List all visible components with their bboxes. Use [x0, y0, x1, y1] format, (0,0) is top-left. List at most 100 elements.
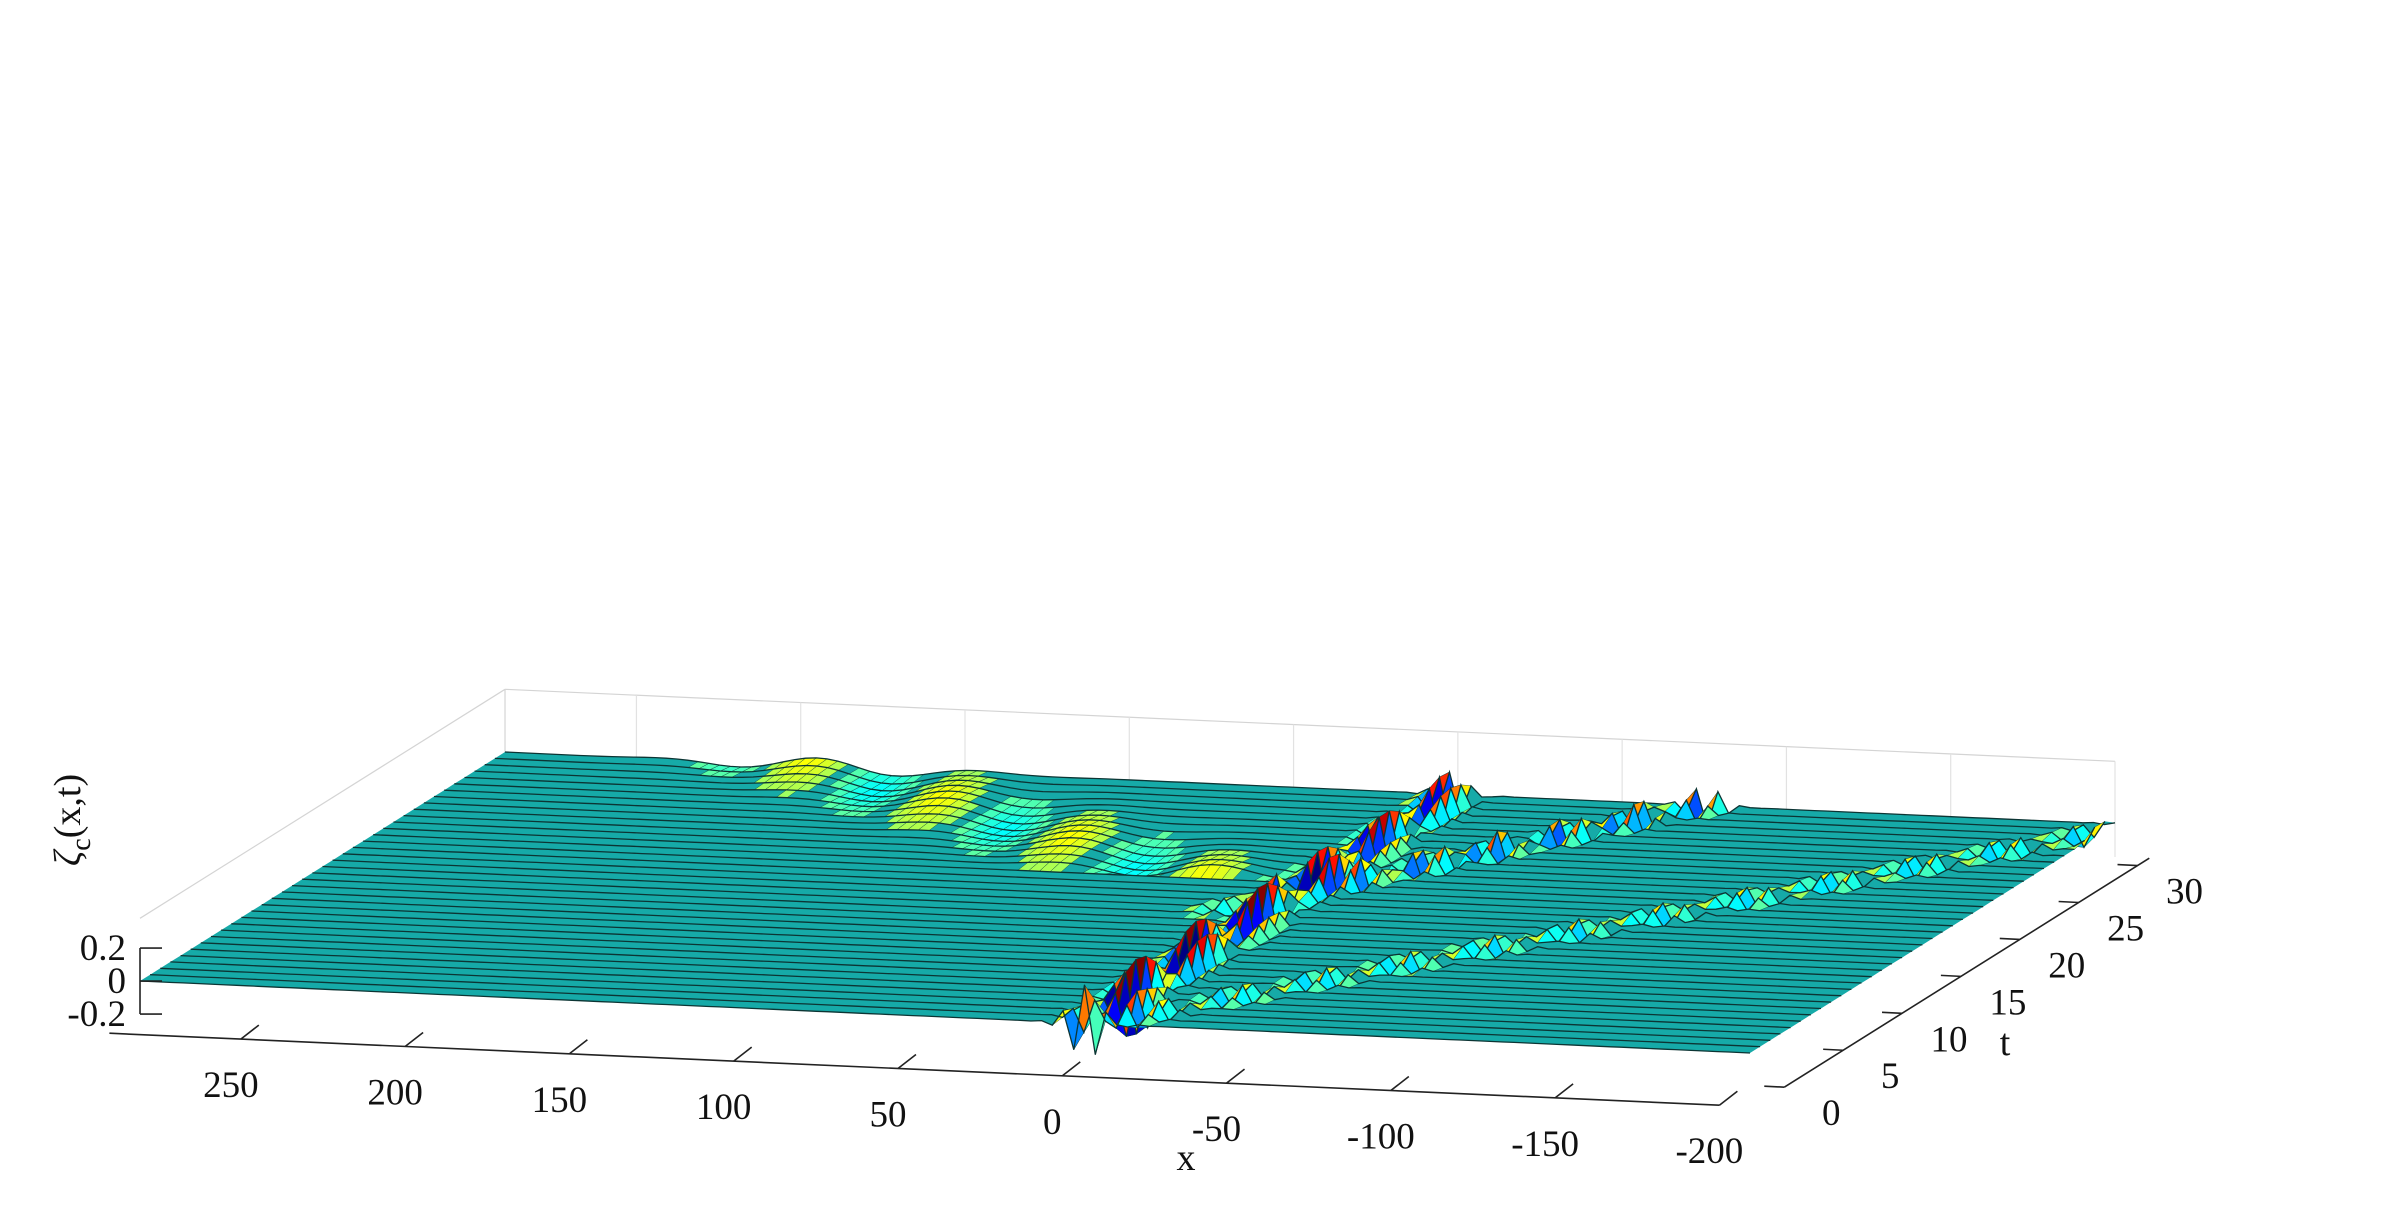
surface	[139, 751, 2116, 1055]
surface-strip-fill	[292, 879, 1913, 958]
surface-strip-fill	[140, 974, 1761, 1055]
surface-strip-fill	[150, 968, 1771, 1047]
surface-mesh-line	[474, 770, 2085, 848]
surface-mesh-line	[251, 910, 1862, 989]
surface-mesh-line	[383, 827, 1994, 901]
t-tick-label-4: 20	[2048, 945, 2085, 986]
x-tick-label-4: 50	[869, 1094, 906, 1135]
surface-strip	[484, 757, 2106, 848]
surface-mesh-line	[271, 897, 1882, 971]
surface-strip-fill	[322, 860, 1943, 939]
surface-mesh-line	[433, 795, 2045, 874]
surface-mesh-line	[423, 802, 2034, 882]
surface-strip	[413, 802, 2034, 882]
tick-labels: 250 200 150 100 50 0 -50 -100 -150 -2000510152025…	[67, 863, 2203, 1172]
t-tick-mark-2	[1881, 1011, 1903, 1015]
z-axis-label-subscript: c	[66, 838, 97, 850]
x-tick-label-9: -200	[1675, 1131, 1743, 1172]
z-tick-label-1: 0	[108, 961, 127, 1002]
t-tick-mark-1	[1823, 1048, 1844, 1052]
x-tick-label-0: 250	[203, 1065, 259, 1106]
surface-mesh-line	[352, 846, 1963, 921]
surface-strip-fill	[352, 841, 1974, 920]
surface-strip-fill	[200, 936, 1821, 1015]
t-tick-label-6: 30	[2166, 872, 2203, 913]
surface-mesh-line	[292, 884, 1903, 959]
surface-strip-fill	[434, 790, 2055, 873]
surface-strip-fill	[231, 917, 1852, 997]
t-tick-label-5: 25	[2107, 908, 2144, 949]
axis-labels: x t ζc(x,t)	[47, 774, 2011, 1179]
surface-mesh-line	[139, 980, 1751, 1055]
surface-strip-fill	[241, 911, 1862, 997]
x-tick-label-6: -50	[1192, 1109, 1241, 1150]
x-tick-label-3: 100	[696, 1087, 752, 1128]
x-tick-mark-4	[897, 1053, 917, 1070]
t-tick-mark-4	[1999, 937, 2020, 941]
surface-mesh-line	[494, 757, 2106, 839]
box-top-back-edge	[504, 688, 2116, 762]
z-axis-label: ζc(x,t)	[47, 774, 97, 866]
z-axis-label-args: (x,t)	[47, 774, 89, 838]
surface-mesh-line	[312, 872, 1923, 946]
z-tick-label-2: -0.2	[67, 994, 126, 1035]
box-top-left-edge	[139, 688, 506, 919]
surface-mesh-line	[332, 859, 1943, 933]
surface-mesh-line	[281, 891, 1892, 965]
surface-mesh-line	[261, 904, 1872, 978]
x-axis-line	[109, 1032, 1720, 1107]
x-tick-label-1: 200	[367, 1072, 423, 1113]
x-tick-mark-3	[733, 1046, 753, 1062]
x-tick-mark-2	[568, 1039, 588, 1055]
t-tick-label-0: 0	[1822, 1093, 1841, 1134]
x-tick-mark-5	[1061, 1061, 1081, 1077]
t-axis-label: t	[2000, 1022, 2011, 1064]
surface-mesh-line	[464, 776, 2075, 857]
t-tick-label-1: 5	[1881, 1056, 1900, 1097]
surface-mesh-line	[210, 935, 1822, 1010]
surface-mesh-line	[454, 783, 2065, 865]
surface-strip-fill	[282, 885, 1903, 964]
surface-strip-fill	[474, 764, 2095, 848]
surface-strip	[139, 980, 1751, 1055]
surface-mesh-line	[413, 808, 2024, 882]
surface-strip-fill	[251, 904, 1872, 988]
surface-strip-fill	[413, 802, 2034, 882]
surface-strip-fill	[484, 758, 2105, 848]
surface-strip-fill	[190, 942, 1811, 1026]
x-tick-mark-6	[1226, 1068, 1246, 1084]
surface-strip-fill	[302, 872, 1923, 952]
surface-mesh-line	[504, 751, 2116, 828]
x-axis-label: x	[1177, 1137, 1196, 1179]
surface-mesh-line	[170, 961, 1781, 1035]
surface-mesh-line	[221, 929, 1832, 1003]
surface-mesh-line	[160, 967, 1771, 1041]
surface-mesh-line	[484, 764, 2096, 849]
surface-strip-fill	[312, 866, 1933, 946]
z-axis-label-symbol: ζ	[47, 848, 89, 866]
surface-strip-fill	[342, 847, 1963, 926]
z-tick-label-0: 0.2	[80, 928, 126, 969]
surface-mesh-line	[342, 853, 1953, 927]
surface-strip-fill	[454, 777, 2075, 864]
surface-strip-fill	[221, 923, 1842, 1003]
surface-mesh-line	[241, 916, 1852, 997]
x-tick-label-2: 150	[532, 1080, 588, 1121]
x-tick-mark-1	[404, 1031, 424, 1048]
t-tick-mark-6	[2117, 863, 2138, 867]
x-tick-mark-0	[240, 1024, 260, 1040]
x-tick-label-5: 0	[1043, 1102, 1062, 1143]
surface-strip-fill	[332, 853, 1953, 933]
x-tick-mark-9	[1718, 1090, 1738, 1106]
surface-mesh-line	[373, 834, 1984, 912]
surface-strip-fill	[180, 949, 1801, 1029]
surface-strip-fill	[170, 955, 1791, 1035]
surface-mesh-line	[200, 942, 1811, 1016]
surface-strip-fill	[211, 930, 1832, 1009]
surface-strip-fill	[160, 961, 1781, 1041]
surface-mesh-line	[180, 954, 1791, 1029]
surface-strip-fill	[271, 892, 1892, 971]
surface-mesh-line	[322, 865, 1933, 940]
surface-mesh-line	[393, 821, 2004, 897]
